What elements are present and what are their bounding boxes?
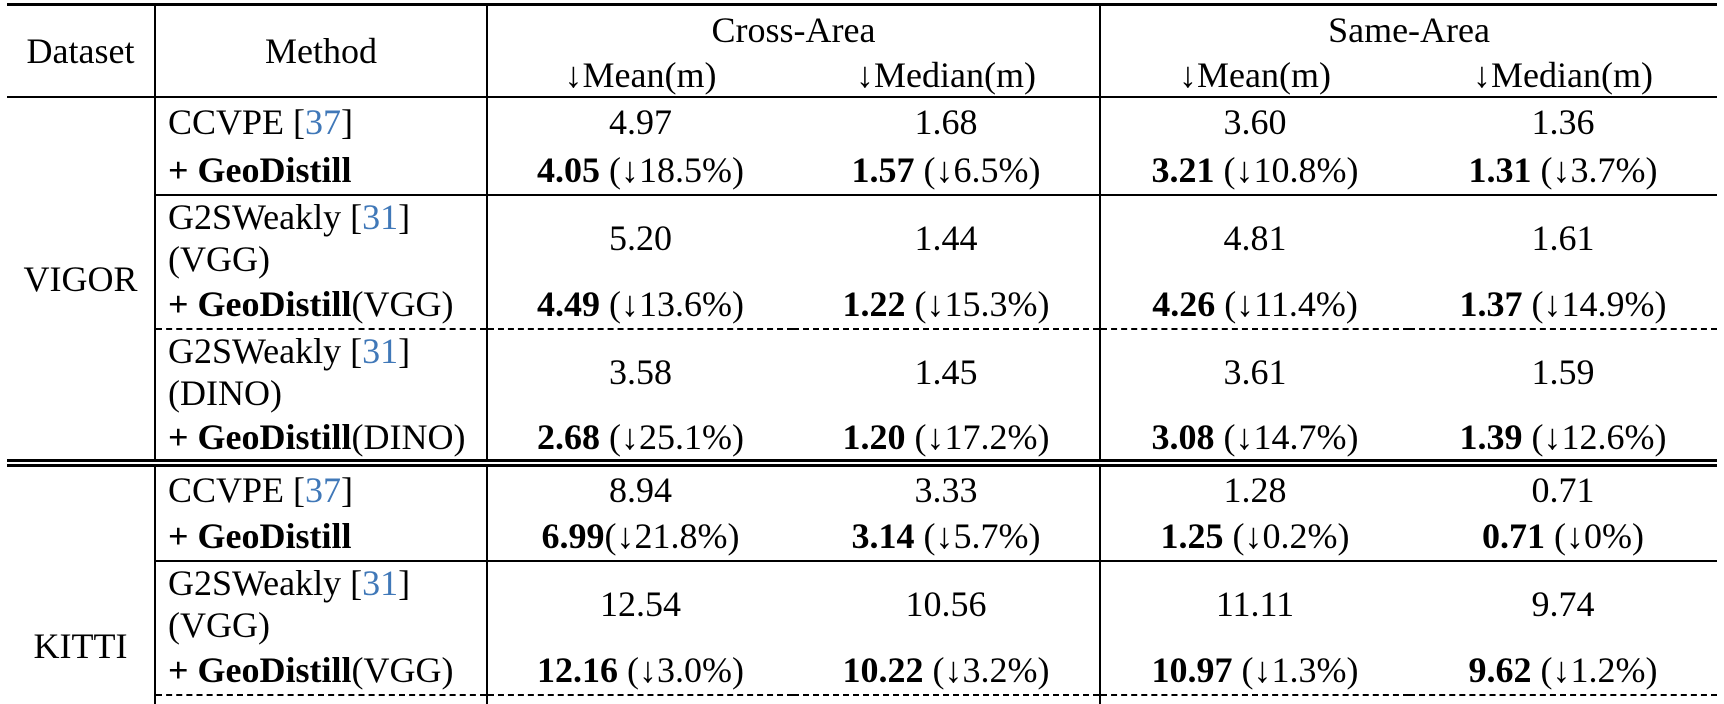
metric-cell: 10.96 <box>1409 694 1718 704</box>
table-row: G2SWeakly [31](DINO) 3.58 1.45 3.61 1.59 <box>7 328 1718 414</box>
metric-cell: 11.64 <box>793 694 1102 704</box>
method-cell: CCVPE [37] <box>155 97 488 146</box>
col-header-cross-mean: ↓Mean(m) <box>487 53 793 98</box>
metric-cell: 3.61 <box>1100 328 1410 414</box>
citation-link[interactable]: 31 <box>362 197 399 237</box>
table-row: + GeoDistill 6.99(↓21.8%) 3.14 (↓5.7%) 1.25… <box>7 512 1717 561</box>
dataset-cell: VIGOR <box>7 97 156 467</box>
citation-link[interactable]: 31 <box>362 563 399 603</box>
metric-cell: 1.22 (↓15.3%) <box>793 280 1102 329</box>
results-table: Dataset Method Cross-Area Same-Area ↓Mea… <box>7 3 1718 704</box>
method-cell: G2SWeakly [31](DINO) <box>155 694 488 704</box>
dataset-cell: KITTI <box>7 463 156 704</box>
method-cell: G2SWeakly [31](VGG) <box>155 560 488 646</box>
metric-cell: 10.97 (↓1.3%) <box>1151 650 1359 690</box>
table-row: KITTI CCVPE [37] 8.94 3.33 1.28 0.71 <box>7 463 1717 704</box>
citation-link[interactable]: 31 <box>362 697 398 704</box>
metric-cell: 1.31 (↓3.7%) <box>1468 150 1658 190</box>
metric-cell: 6.99(↓21.8%) <box>541 516 740 556</box>
table-row: + GeoDistill(VGG) 4.49 (↓13.6%) 1.22 (↓15.… <box>7 280 1717 329</box>
col-header-cross-median: ↓Median(m) <box>793 53 1102 98</box>
metric-cell: 1.44 <box>793 194 1102 280</box>
col-group-same-area: Same-Area <box>1100 3 1718 53</box>
metric-cell: 4.97 <box>609 102 672 142</box>
col-header-same-median: ↓Median(m) <box>1409 53 1718 98</box>
metric-cell: 4.81 <box>1100 194 1410 280</box>
metric-cell: 0.71 (↓0%) <box>1482 516 1644 556</box>
metric-cell: 3.14 (↓5.7%) <box>793 512 1102 561</box>
metric-cell: 12.54 <box>487 560 793 646</box>
metric-cell: 4.49 (↓13.6%) <box>537 284 744 324</box>
metric-cell: 3.33 <box>793 463 1102 512</box>
metric-cell: 9.74 <box>1409 560 1718 646</box>
metric-cell: 0.71 <box>1531 469 1595 510</box>
metric-cell: 1.28 <box>1223 469 1287 510</box>
citation-link[interactable]: 37 <box>305 102 342 142</box>
metric-cell: 10.56 <box>793 560 1102 646</box>
metric-cell: 12.61 <box>487 694 793 704</box>
table-row: G2SWeakly [31](DINO)12.6111.6411.6810.96 <box>7 694 1718 704</box>
metric-cell: 1.20 (↓17.2%) <box>793 414 1102 467</box>
table-row: G2SWeakly [31](VGG) 5.20 1.44 4.81 1.61 <box>7 194 1718 280</box>
method-cell: G2SWeakly [31](DINO) <box>155 328 488 414</box>
metric-cell: 9.62 (↓1.2%) <box>1468 650 1658 690</box>
table-body: VIGOR CCVPE [37] 4.97 1.68 3.60 1.36 + GeoDist… <box>7 97 1718 704</box>
metric-cell: 1.59 <box>1409 328 1718 414</box>
metric-cell: 11.11 <box>1100 560 1410 646</box>
metric-cell: 1.45 <box>793 328 1102 414</box>
citation-link[interactable]: 37 <box>305 469 342 510</box>
col-header-method: Method <box>155 3 488 98</box>
metric-cell: 1.36 <box>1531 102 1595 142</box>
metric-cell: 1.39 (↓12.6%) <box>1409 414 1718 467</box>
method-cell: + GeoDistill <box>155 146 488 195</box>
metric-cell: 3.21 (↓10.8%) <box>1151 150 1359 190</box>
method-cell: G2SWeakly [31](VGG) <box>155 194 488 280</box>
col-group-cross-area: Cross-Area <box>487 3 1102 53</box>
metric-cell: 1.37 (↓14.9%) <box>1459 284 1667 324</box>
table-row: VIGOR CCVPE [37] 4.97 1.68 3.60 1.36 <box>7 97 1717 467</box>
metric-cell: 4.05 (↓18.5%) <box>537 150 744 190</box>
method-cell: + GeoDistill(VGG) <box>155 646 488 695</box>
metric-cell: 8.94 <box>609 469 672 510</box>
metric-cell: 2.68 (↓25.1%) <box>487 414 793 467</box>
method-cell: + GeoDistill(DINO) <box>155 414 488 467</box>
metric-cell: 4.26 (↓11.4%) <box>1152 284 1358 324</box>
metric-cell: 1.57 (↓6.5%) <box>793 146 1102 195</box>
metric-cell: 3.08 (↓14.7%) <box>1100 414 1410 467</box>
table-row: G2SWeakly [31](VGG) 12.54 10.56 11.11 9.74 <box>7 560 1718 646</box>
col-header-same-mean: ↓Mean(m) <box>1100 53 1410 98</box>
metric-cell: 1.25 (↓0.2%) <box>1160 516 1350 556</box>
table-header: Dataset Method Cross-Area Same-Area ↓Mea… <box>7 3 1718 98</box>
method-cell: CCVPE [37] <box>155 463 488 512</box>
method-cell: + GeoDistill(VGG) <box>155 280 488 329</box>
metric-cell: 1.61 <box>1409 194 1718 280</box>
metric-cell: 10.22 (↓3.2%) <box>793 646 1102 695</box>
method-cell: + GeoDistill <box>155 512 488 561</box>
metric-cell: 3.60 <box>1223 102 1287 142</box>
table-row: + GeoDistill(VGG) 12.16 (↓3.0%) 10.22 (↓3.… <box>7 646 1717 695</box>
citation-link[interactable]: 31 <box>362 331 399 371</box>
metric-cell: 5.20 <box>487 194 793 280</box>
metric-cell: 11.68 <box>1100 694 1410 704</box>
table-row: + GeoDistill(DINO) 2.68 (↓25.1%) 1.20 (↓17… <box>7 414 1718 467</box>
col-header-dataset: Dataset <box>7 3 156 98</box>
metric-cell: 1.68 <box>793 97 1102 146</box>
table-row: + GeoDistill 4.05 (↓18.5%) 1.57 (↓6.5%) 3.2… <box>7 146 1717 195</box>
metric-cell: 3.58 <box>487 328 793 414</box>
metric-cell: 12.16 (↓3.0%) <box>537 650 744 690</box>
